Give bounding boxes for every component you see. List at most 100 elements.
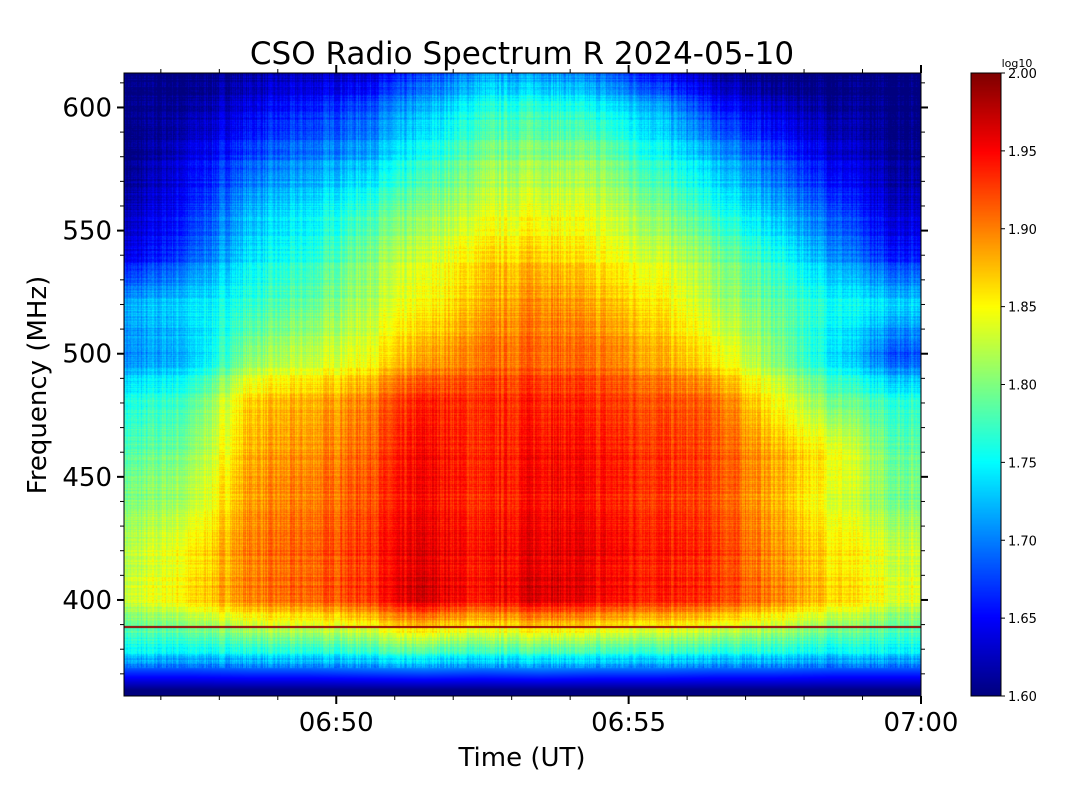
colorbar-tick-label: 1.85 [1008, 301, 1037, 316]
heatmap-cell [512, 484, 570, 518]
heatmap-cell [746, 583, 804, 617]
heatmap-cell [219, 139, 277, 173]
heatmap-cell [336, 583, 394, 617]
y-tick-label: 600 [62, 93, 112, 123]
heatmap-cell [512, 90, 570, 124]
colorbar-tick-label: 1.75 [1008, 456, 1037, 471]
heatmap-cell [863, 139, 921, 173]
heatmap-cell [804, 386, 862, 420]
heatmap-cell [278, 674, 336, 708]
colorbar-tick-label: 1.60 [1008, 690, 1037, 705]
heatmap-cell [161, 674, 219, 708]
heatmap-cell [453, 139, 511, 173]
heatmap-cell [102, 61, 160, 95]
heatmap-cell [219, 674, 277, 708]
spectrogram-heatmap [124, 73, 921, 696]
x-tick-label: 06:50 [299, 708, 374, 738]
heatmap-cell [629, 674, 687, 708]
heatmap-cell [512, 674, 570, 708]
heatmap-cell [570, 90, 628, 124]
heatmap-cell [629, 533, 687, 567]
heatmap-cell [336, 674, 394, 708]
heatmap-cell [804, 484, 862, 518]
heatmap-cell [336, 435, 394, 469]
heatmap-cell [278, 287, 336, 321]
heatmap-cell [336, 139, 394, 173]
heatmap-cell [278, 336, 336, 370]
heatmap-cell [395, 238, 453, 272]
heatmap-cell [746, 435, 804, 469]
heatmap-cell [512, 238, 570, 272]
heatmap-cell [863, 90, 921, 124]
heatmap-cell [512, 287, 570, 321]
heatmap-cell [453, 583, 511, 617]
heatmap-cell [102, 533, 160, 567]
heatmap-cell [219, 583, 277, 617]
heatmap-cells [102, 61, 921, 709]
heatmap-cell [395, 386, 453, 420]
heatmap-cell [219, 238, 277, 272]
heatmap-cell [570, 386, 628, 420]
heatmap-cell [570, 189, 628, 223]
heatmap-cell [395, 435, 453, 469]
heatmap-cell [336, 386, 394, 420]
chart-title: CSO Radio Spectrum R 2024-05-10 [250, 36, 794, 72]
heatmap-cell [278, 583, 336, 617]
heatmap-cell [102, 139, 160, 173]
heatmap-cell [863, 435, 921, 469]
heatmap-cell [278, 435, 336, 469]
heatmap-cell [219, 336, 277, 370]
heatmap-cell [863, 583, 921, 617]
y-tick-label: 550 [62, 217, 112, 247]
x-tick-label: 06:55 [591, 708, 666, 738]
heatmap-cell [687, 336, 745, 370]
colorbar-tick-label: 2.00 [1008, 67, 1037, 82]
heatmap-cell [512, 139, 570, 173]
heatmap-cell [629, 139, 687, 173]
heatmap-cell [629, 287, 687, 321]
heatmap-cell [453, 674, 511, 708]
heatmap-cell [804, 61, 862, 95]
heatmap-cell [687, 139, 745, 173]
heatmap-cell [336, 90, 394, 124]
heatmap-cell [863, 61, 921, 95]
heatmap-cell [278, 637, 336, 671]
heatmap-cell [102, 637, 160, 671]
heatmap-cell [453, 435, 511, 469]
heatmap-cell [336, 287, 394, 321]
heatmap-cell [395, 287, 453, 321]
colorbar [971, 73, 1001, 696]
heatmap-cell [161, 139, 219, 173]
heatmap-cell [570, 139, 628, 173]
heatmap-cell [804, 238, 862, 272]
heatmap-cell [804, 336, 862, 370]
heatmap-cell [102, 386, 160, 420]
heatmap-cell [746, 336, 804, 370]
heatmap-cell [278, 484, 336, 518]
heatmap-cell [804, 637, 862, 671]
plot-frame [123, 72, 922, 697]
heatmap-cell [746, 139, 804, 173]
heatmap-cell [687, 533, 745, 567]
heatmap-cell [629, 484, 687, 518]
heatmap-cell [863, 287, 921, 321]
heatmap-cell [687, 386, 745, 420]
heatmap-cell [512, 189, 570, 223]
colorbar-tick-label: 1.70 [1008, 534, 1037, 549]
heatmap-cell [161, 189, 219, 223]
y-tick-label: 500 [62, 340, 112, 370]
x-tick-label: 07:00 [884, 708, 959, 738]
heatmap-cell [336, 637, 394, 671]
heatmap-cell [687, 484, 745, 518]
y-axis-label: Frequency (MHz) [23, 276, 53, 495]
heatmap-cell [863, 637, 921, 671]
heatmap-cell [395, 336, 453, 370]
heatmap-cell [687, 583, 745, 617]
heatmap-cell [512, 533, 570, 567]
heatmap-cell [863, 484, 921, 518]
heatmap-cell [278, 90, 336, 124]
heatmap-cell [161, 336, 219, 370]
heatmap-cell [746, 533, 804, 567]
heatmap-cell [746, 238, 804, 272]
